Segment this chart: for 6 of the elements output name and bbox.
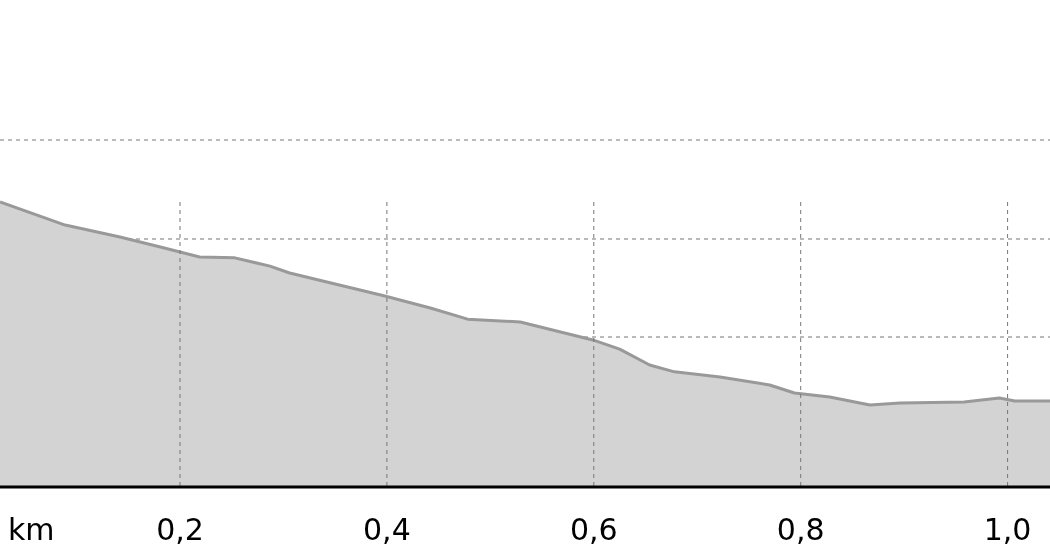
x-tick-label: 0,8 xyxy=(776,512,825,547)
x-tick-label: 0,2 xyxy=(156,512,204,547)
x-axis-title: km xyxy=(8,512,55,547)
x-tick-label: 1,0 xyxy=(983,512,1032,547)
x-tick-label: 0,6 xyxy=(569,512,618,547)
x-tick-label: 0,4 xyxy=(363,512,411,547)
